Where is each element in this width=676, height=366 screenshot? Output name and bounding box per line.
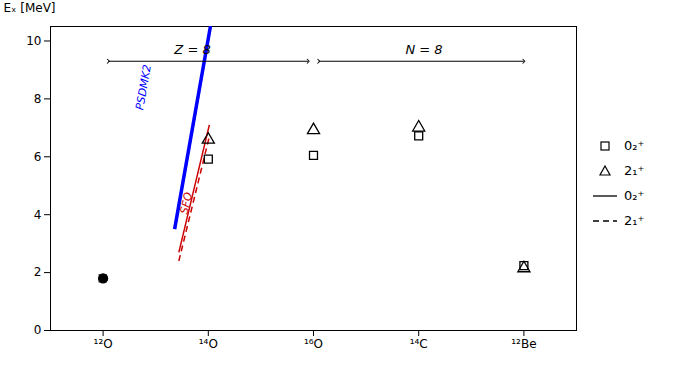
html-text:2₁⁺: 2₁⁺ [624,213,645,228]
svg-text:8: 8 [34,92,42,106]
svg-text:2: 2 [34,265,42,279]
svg-text:PSDMK2: PSDMK2 [133,64,154,111]
html-text:0₂⁺: 0₂⁺ [624,138,645,153]
svg-text:0: 0 [34,323,42,337]
svg-text:¹²Be: ¹²Be [511,337,536,351]
svg-text:10: 10 [26,34,41,48]
svg-text:SFO: SFO [178,191,196,216]
svg-text:¹⁴O: ¹⁴O [199,337,218,351]
svg-text:N = 8: N = 8 [405,42,442,57]
svg-text:Eₓ [MeV]: Eₓ [MeV] [4,1,56,15]
html-text:2₁⁺: 2₁⁺ [624,163,645,178]
svg-text:¹⁶O: ¹⁶O [304,337,323,351]
svg-text:4: 4 [34,208,42,222]
svg-text:¹²O: ¹²O [94,337,113,351]
html-text:0₂⁺: 0₂⁺ [624,188,645,203]
svg-text:Z = 8: Z = 8 [173,42,210,57]
svg-text:6: 6 [34,150,42,164]
svg-text:¹⁴C: ¹⁴C [410,337,428,351]
